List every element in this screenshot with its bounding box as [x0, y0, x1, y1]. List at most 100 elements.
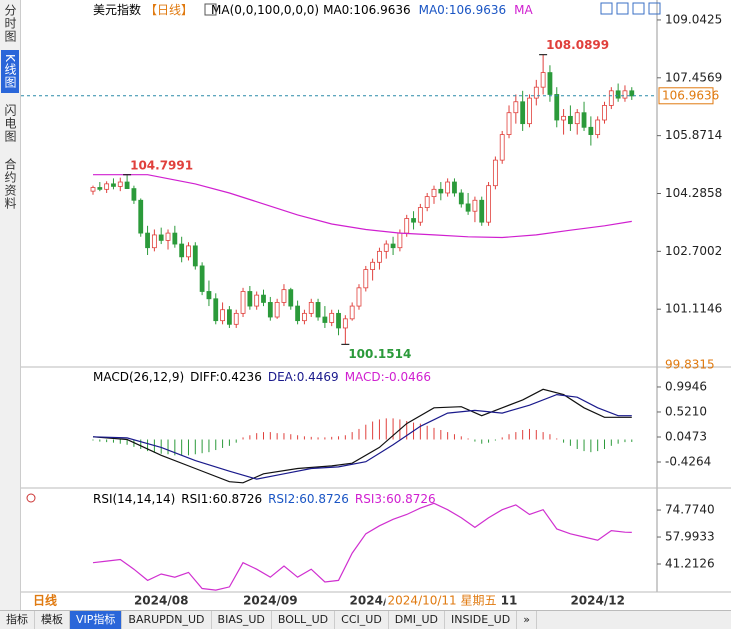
annotation: 100.1514	[348, 347, 411, 361]
candle-body	[452, 181, 457, 194]
cursor-label: 2024/10/11 星期五	[388, 594, 497, 608]
candle-body	[465, 203, 471, 212]
annotation: 104.7991	[130, 158, 193, 172]
legend-item: RSI2:60.8726	[268, 492, 349, 506]
candle-body	[117, 181, 123, 187]
candle-body	[527, 97, 532, 125]
candle-body	[554, 94, 560, 121]
candle-body	[574, 112, 580, 125]
candle-body	[111, 183, 116, 187]
y-tick-label: 109.0425	[665, 12, 722, 26]
icon	[600, 2, 613, 15]
candle-body	[131, 188, 137, 201]
y-tick-label: 0.9946	[665, 379, 707, 393]
bottom-tab[interactable]: CCI_UD	[335, 611, 389, 629]
x-tick-label: 2024/12	[570, 594, 624, 608]
candle-body	[261, 294, 266, 303]
icon	[616, 2, 629, 15]
candle-body	[213, 298, 219, 322]
candle-body	[254, 294, 260, 307]
icon	[632, 2, 645, 15]
cursor-box	[385, 593, 456, 609]
candle-body	[192, 245, 198, 267]
candle-body	[97, 187, 103, 190]
tab-bar: 指标 模板 VIP指标 BARUPDN_UD BIAS_UD BOLL_UD CCI_UD D…	[0, 610, 731, 629]
y-tick-label: 41.2126	[665, 557, 715, 571]
candle-body	[513, 101, 519, 114]
y-tick-label: 104.2858	[665, 186, 722, 200]
period-label: 日线	[33, 593, 57, 608]
candle-body	[540, 72, 546, 88]
candle-body	[274, 302, 280, 318]
annotation: 108.0899	[546, 38, 609, 52]
bottom-tab[interactable]: »	[517, 611, 537, 629]
bottom-tab[interactable]: 指标	[0, 611, 35, 629]
candle-body	[581, 112, 587, 128]
candle-body	[547, 72, 553, 95]
macd-line	[92, 388, 632, 484]
legend-item: MACD:-0.0466	[345, 370, 431, 384]
candle-body	[267, 302, 273, 318]
candle-body	[281, 289, 287, 303]
header: 美元指数 【日线】 MA(0,0,100,0,0,0) MA0:106.9636 MA0…	[93, 2, 533, 17]
candle-body	[608, 90, 614, 106]
bottom-tab[interactable]: 模板	[35, 611, 70, 629]
candle-body	[206, 291, 212, 300]
bottom-tab[interactable]: BIAS_UD	[212, 611, 272, 629]
candle-body	[349, 305, 355, 320]
header-item: 美元指数	[93, 2, 141, 17]
candle-body	[186, 245, 191, 258]
chart: 109.0425 107.4569 105.8714 104.2858 102.7002…	[21, 0, 731, 609]
bottom-tab[interactable]: DMI_UD	[389, 611, 446, 629]
candle-body	[90, 187, 96, 192]
candle-body	[295, 305, 301, 322]
candle-body	[158, 234, 164, 241]
candle-body	[342, 318, 348, 329]
side-tab[interactable]: K线图	[1, 50, 19, 93]
bottom-tab[interactable]: VIP指标	[70, 611, 123, 629]
candle-body	[138, 199, 144, 234]
candle-body	[151, 234, 157, 249]
candle-body	[390, 243, 396, 249]
candle-body	[445, 181, 451, 194]
header-item: MA0:106.9636	[323, 3, 411, 17]
candle-body	[458, 192, 464, 205]
y-tick-label: 0.0473	[665, 429, 707, 443]
candle-body	[220, 309, 225, 322]
candle-body	[165, 232, 171, 241]
legend-item: RSI(14,14,14)	[93, 492, 175, 506]
candle-body	[568, 115, 573, 125]
bottom-tab[interactable]: BOLL_UD	[272, 611, 336, 629]
x-tick-label: 11	[501, 594, 518, 608]
bottom-tab[interactable]: INSIDE_UD	[445, 611, 518, 629]
bottom-tab[interactable]: BARUPDN_UD	[122, 611, 212, 629]
candle-body	[479, 199, 485, 223]
candle-body	[561, 115, 566, 121]
candle-body	[595, 119, 601, 135]
x-tick-label: 2024/08	[134, 594, 188, 608]
candle-body	[629, 90, 635, 97]
y-tick-label: 102.7002	[665, 244, 722, 258]
candle-body	[145, 232, 150, 249]
candle-body	[172, 232, 178, 245]
y-low-label: 99.8315	[665, 358, 715, 372]
side-tab[interactable]: 闪电图	[3, 104, 17, 143]
side-tab[interactable]: 分时图	[3, 4, 17, 43]
header-item: MA	[514, 3, 533, 17]
y-tick-label: -0.4264	[665, 455, 711, 469]
candle-body	[424, 196, 430, 208]
legend-item: MACD(26,12,9)	[93, 370, 184, 384]
candle-body	[486, 185, 491, 223]
candle-body	[404, 218, 410, 234]
candle-body	[356, 287, 362, 307]
candle-body	[308, 302, 314, 314]
y-tick-label: 74.7740	[665, 503, 715, 517]
icon	[204, 3, 217, 16]
candle-body	[520, 101, 526, 125]
x-tick-label: 2024/1	[350, 594, 396, 608]
candle-body	[179, 243, 185, 258]
sidebar: 分时图 K线图闪电图合约资料	[0, 0, 21, 610]
legend-item: RSI1:60.8726	[181, 492, 262, 506]
side-tab[interactable]: 合约资料	[3, 158, 17, 210]
candle-body	[533, 86, 539, 99]
